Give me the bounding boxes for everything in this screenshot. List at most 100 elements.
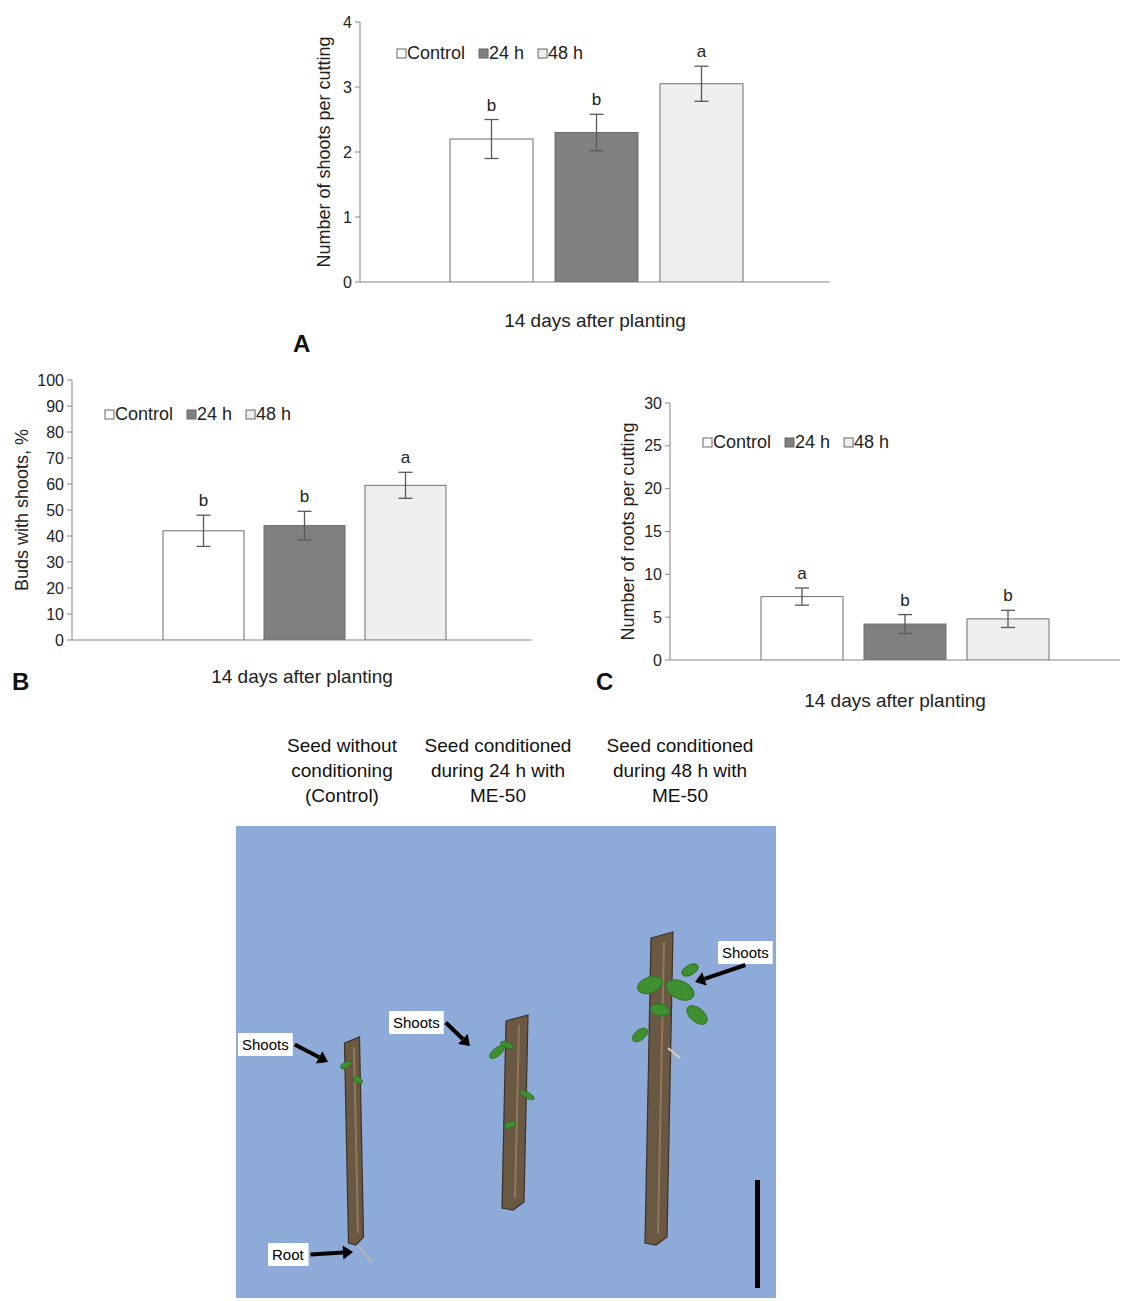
annotation-arrow xyxy=(704,965,745,979)
y-axis-title: Buds with shoots, % xyxy=(12,429,32,591)
error-cap xyxy=(898,614,912,615)
column-title-line: during 24 h with xyxy=(431,760,565,781)
y-tick xyxy=(665,488,670,489)
y-tick xyxy=(665,445,670,446)
annotation-label: Shoots xyxy=(393,1014,440,1031)
annotation-arrow xyxy=(446,1023,463,1040)
y-tick xyxy=(67,406,72,407)
column-title-line: Seed conditioned xyxy=(425,735,572,756)
significance-letter: a xyxy=(697,42,707,61)
bars xyxy=(163,472,446,640)
column-title: Seed conditionedduring 48 h withME-50 xyxy=(607,735,754,806)
bars xyxy=(450,66,743,282)
column-title-line: Seed without xyxy=(287,735,398,756)
error-cap xyxy=(298,511,312,512)
error-cap xyxy=(197,546,211,547)
legend-label: 48 h xyxy=(256,404,291,424)
error-bar xyxy=(898,615,912,634)
y-tick xyxy=(67,614,72,615)
y-tick-label: 30 xyxy=(46,554,64,571)
y-axis-title: Number of shoots per cutting xyxy=(314,36,334,267)
category-label: 14 days after planting xyxy=(504,310,686,331)
column-title-line: Seed conditioned xyxy=(607,735,754,756)
chart-panel: 0102030405060708090100Buds with shoots, … xyxy=(12,372,532,696)
legend-swatch xyxy=(397,49,406,58)
y-tick xyxy=(665,403,670,404)
legend-label: Control xyxy=(713,432,771,452)
legend-label: 24 h xyxy=(795,432,830,452)
significance-letter: a xyxy=(797,564,807,583)
bar xyxy=(660,84,743,282)
leaf xyxy=(499,1040,514,1050)
significance-letter: b xyxy=(900,591,909,610)
error-bar xyxy=(1001,610,1015,627)
annotation-box xyxy=(238,1033,293,1056)
y-tick-label: 3 xyxy=(343,79,352,96)
cutting-highlight xyxy=(354,1047,358,1233)
y-tick-label: 20 xyxy=(46,580,64,597)
cutting-highlight xyxy=(515,1025,519,1198)
y-tick xyxy=(67,562,72,563)
panel-letter: C xyxy=(596,668,613,695)
leaf xyxy=(663,976,698,1005)
annotation-arrowhead xyxy=(316,1051,328,1063)
error-line xyxy=(596,114,597,150)
chart-panel: 051015202530Number of roots per cuttinga… xyxy=(596,395,1120,712)
bar xyxy=(264,526,345,640)
error-line xyxy=(405,472,406,498)
y-tick-label: 4 xyxy=(343,14,352,31)
panel-letter: A xyxy=(293,330,310,357)
y-axis-title: Number of roots per cutting xyxy=(618,422,638,640)
y-tick xyxy=(67,484,72,485)
legend-label: 24 h xyxy=(197,404,232,424)
bar xyxy=(450,139,533,282)
error-cap xyxy=(898,633,912,634)
error-bar xyxy=(298,511,312,540)
annotation-box xyxy=(389,1011,444,1034)
leaf xyxy=(339,1059,352,1070)
legend-swatch xyxy=(187,410,196,419)
error-line xyxy=(1007,610,1008,627)
category-label: 14 days after planting xyxy=(804,690,986,711)
y-tick-label: 20 xyxy=(644,480,662,497)
bar xyxy=(555,133,638,283)
leaf xyxy=(635,973,665,997)
y-tick-label: 1 xyxy=(343,209,352,226)
y-tick xyxy=(67,432,72,433)
bar-annotations: bba xyxy=(487,42,707,114)
leaf xyxy=(503,1120,516,1130)
y-tick xyxy=(67,510,72,511)
significance-letter: b xyxy=(487,96,496,115)
bar xyxy=(761,597,843,660)
chart-panel: 01234Number of shoots per cuttingbba14 d… xyxy=(293,14,830,358)
error-cap xyxy=(1001,627,1015,628)
y-tick-label: 10 xyxy=(644,566,662,583)
y-tick xyxy=(665,574,670,575)
y-tick xyxy=(67,380,72,381)
y-tick-label: 90 xyxy=(46,398,64,415)
error-cap xyxy=(795,587,809,588)
error-cap xyxy=(485,119,499,120)
legend-swatch xyxy=(703,438,712,447)
y-tick-label: 0 xyxy=(343,274,352,291)
bar-annotations: bba xyxy=(199,448,411,510)
y-tick-label: 5 xyxy=(653,609,662,626)
legend: Control24 h48 h xyxy=(703,432,889,452)
y-tick xyxy=(355,87,360,88)
column-title: Seed conditioned during 24 h with ME-50 xyxy=(425,735,572,806)
leaf xyxy=(519,1088,536,1101)
legend: Control24 h48 h xyxy=(397,43,583,63)
column-title-line: conditioning xyxy=(291,760,392,781)
error-cap xyxy=(590,150,604,151)
error-line xyxy=(801,588,802,605)
error-line xyxy=(203,515,204,546)
column-title-line: ME-50 xyxy=(470,785,526,806)
legend-swatch xyxy=(538,49,547,58)
significance-letter: b xyxy=(1003,586,1012,605)
error-line xyxy=(491,120,492,159)
bar-annotations: a b b xyxy=(797,564,1012,610)
y-tick-label: 25 xyxy=(644,437,662,454)
leaf xyxy=(649,1002,671,1017)
y-tick-label: 60 xyxy=(46,476,64,493)
y-tick-label: 0 xyxy=(653,652,662,669)
